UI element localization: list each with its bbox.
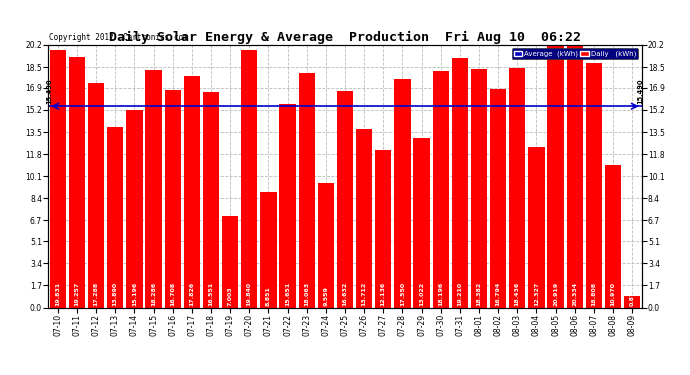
Bar — [624, 296, 640, 307]
Text: 16.632: 16.632 — [342, 282, 348, 306]
Text: 16.551: 16.551 — [208, 282, 213, 306]
Bar — [299, 73, 315, 308]
Bar — [279, 104, 296, 308]
Bar — [547, 36, 564, 308]
Text: 17.550: 17.550 — [400, 282, 405, 306]
Bar — [126, 110, 143, 308]
Bar — [509, 68, 525, 308]
Text: 10.970: 10.970 — [611, 282, 615, 306]
Text: 18.286: 18.286 — [151, 282, 156, 306]
Bar — [107, 127, 124, 308]
Text: 18.382: 18.382 — [477, 282, 482, 306]
Text: 8.851: 8.851 — [266, 286, 271, 306]
Legend: Average  (kWh), Daily   (kWh): Average (kWh), Daily (kWh) — [512, 48, 638, 59]
Bar — [317, 183, 334, 308]
Text: 18.436: 18.436 — [515, 282, 520, 306]
Bar — [184, 76, 200, 307]
Text: 19.257: 19.257 — [75, 282, 79, 306]
Bar — [529, 147, 544, 308]
Bar — [260, 192, 277, 308]
Text: 18.063: 18.063 — [304, 282, 309, 306]
Bar — [222, 216, 238, 308]
Bar — [50, 50, 66, 308]
Text: 17.288: 17.288 — [94, 282, 99, 306]
Text: 7.003: 7.003 — [228, 286, 233, 306]
Text: 18.196: 18.196 — [438, 282, 443, 306]
Bar — [586, 63, 602, 308]
Text: 19.831: 19.831 — [55, 282, 60, 306]
Text: 13.890: 13.890 — [112, 282, 118, 306]
Text: 9.559: 9.559 — [324, 286, 328, 306]
Bar — [69, 57, 85, 308]
Text: 15.490: 15.490 — [638, 79, 644, 104]
Text: 15.490: 15.490 — [46, 79, 52, 104]
Bar — [241, 50, 257, 308]
Bar — [88, 83, 104, 308]
Bar — [203, 92, 219, 308]
Text: 12.136: 12.136 — [381, 282, 386, 306]
Text: 15.651: 15.651 — [285, 282, 290, 306]
Text: 16.708: 16.708 — [170, 282, 175, 306]
Bar — [413, 138, 430, 308]
Bar — [375, 150, 391, 308]
Bar — [394, 80, 411, 308]
Title: Daily Solar Energy & Average  Production  Fri Aug 10  06:22: Daily Solar Energy & Average Production … — [109, 31, 581, 44]
Bar — [433, 71, 449, 308]
Text: 12.327: 12.327 — [534, 282, 539, 306]
Text: 20.919: 20.919 — [553, 282, 558, 306]
Bar — [452, 58, 468, 308]
Text: 15.196: 15.196 — [132, 282, 137, 306]
Bar — [146, 70, 161, 308]
Bar — [471, 69, 487, 308]
Text: 17.826: 17.826 — [189, 282, 195, 306]
Text: 20.334: 20.334 — [572, 282, 578, 306]
Text: 16.794: 16.794 — [495, 282, 501, 306]
Text: Copyright 2012  Cartronics.com: Copyright 2012 Cartronics.com — [49, 33, 188, 42]
Bar — [490, 89, 506, 308]
Bar — [165, 90, 181, 308]
Text: 19.210: 19.210 — [457, 282, 462, 306]
Text: 0.874: 0.874 — [630, 286, 635, 306]
Bar — [337, 92, 353, 308]
Bar — [605, 165, 621, 308]
Text: 19.840: 19.840 — [247, 282, 252, 306]
Text: 18.808: 18.808 — [591, 282, 596, 306]
Bar — [566, 43, 583, 308]
Text: 13.022: 13.022 — [419, 282, 424, 306]
Text: 13.712: 13.712 — [362, 282, 366, 306]
Bar — [356, 129, 373, 308]
